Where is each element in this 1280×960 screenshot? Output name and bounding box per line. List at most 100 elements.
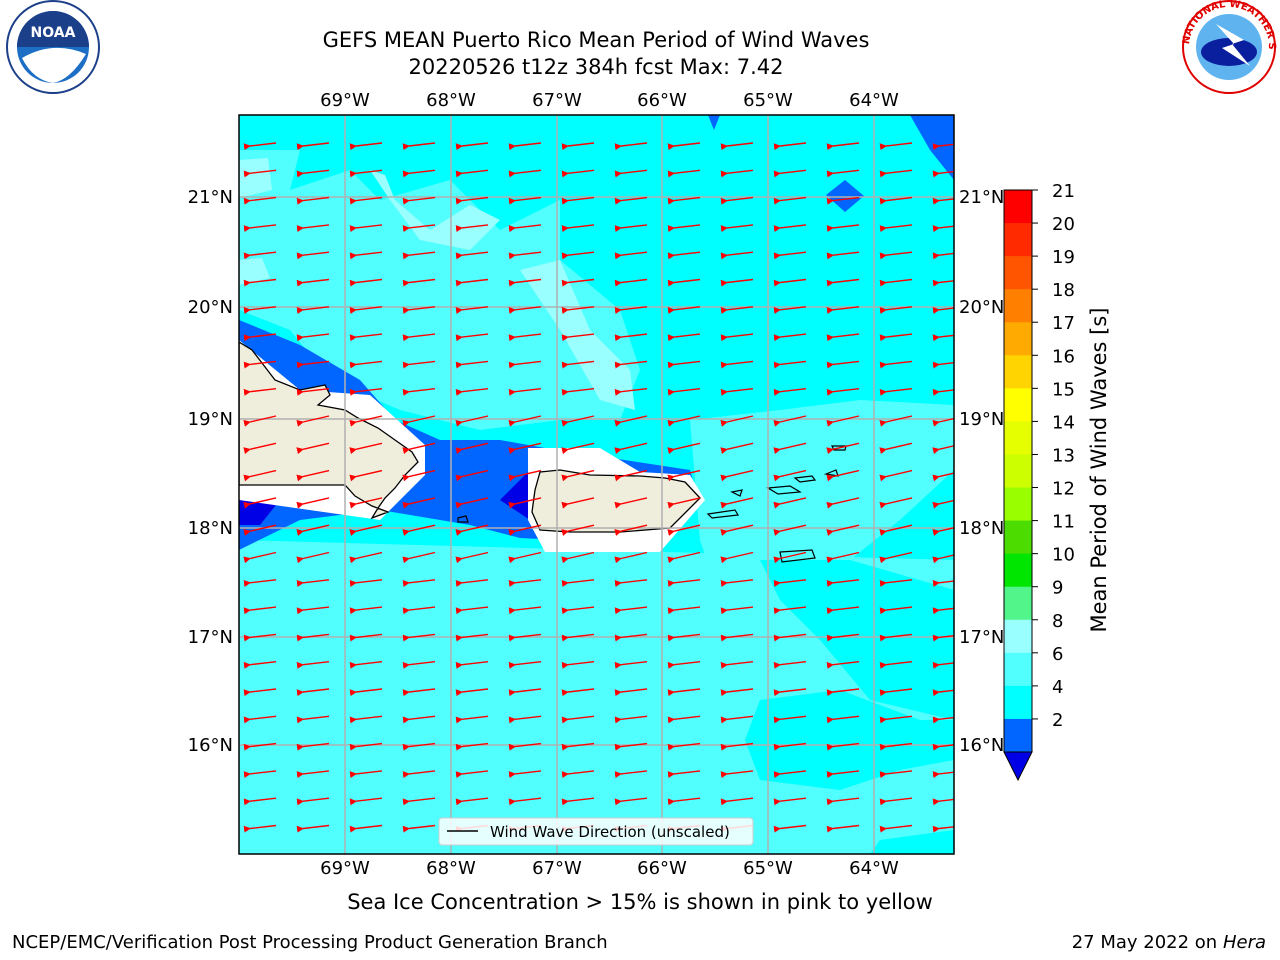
wind-arrow (296, 742, 330, 751)
wind-arrow (349, 388, 383, 396)
wind-arrow (667, 360, 701, 369)
colorbar-tick-label: 19 (1052, 247, 1075, 268)
wind-arrow (402, 497, 436, 509)
wind-arrow (879, 306, 913, 314)
wind-arrow (614, 633, 648, 642)
wind-arrow (932, 170, 954, 178)
wind-arrow (296, 251, 330, 260)
wind-arrow (349, 196, 383, 205)
wind-arrow (614, 579, 648, 587)
nws-ring-text: NATIONAL WEATHER SERVICE (0, 0, 1277, 50)
wind-arrow (879, 551, 913, 564)
colorbar-segment (1004, 289, 1032, 323)
colorbar-segment (1004, 685, 1032, 720)
wind-arrow (508, 196, 542, 205)
lat-label-right: 16°N (959, 735, 1004, 756)
wind-arrow (402, 415, 436, 427)
colorbar-tick-label: 9 (1052, 578, 1063, 599)
wind-arrow (508, 360, 542, 369)
wind-arrow (879, 278, 913, 287)
wind-arrow (773, 715, 807, 724)
wind-arrow (243, 633, 277, 642)
wind-arrow (455, 661, 489, 669)
wind-arrow (561, 742, 595, 751)
colorbar-segment (1004, 355, 1032, 389)
wind-arrow (455, 306, 489, 314)
colorbar-segment (1004, 652, 1032, 687)
wind-arrow (508, 469, 542, 482)
lon-label-top: 67°W (532, 90, 582, 111)
wind-arrow (561, 251, 595, 260)
wind-arrow (296, 770, 330, 779)
legend-label: Wind Wave Direction (unscaled) (490, 823, 730, 841)
wind-arrow (402, 224, 436, 233)
wind-arrow (455, 278, 489, 287)
wind-arrow (614, 661, 648, 669)
noaa-logo: NOAA (6, 0, 100, 94)
wind-arrow (826, 442, 860, 455)
wind-arrow (932, 716, 954, 724)
colorbar-tick-label: 12 (1052, 479, 1075, 500)
wind-arrow (508, 142, 542, 151)
wind-arrow (349, 360, 383, 369)
wind-arrow (773, 251, 807, 260)
wind-arrow (243, 142, 277, 151)
wind-arrow (720, 169, 754, 178)
lat-label-left: 19°N (188, 409, 233, 430)
wind-arrow (773, 278, 807, 287)
wind-arrow (296, 661, 330, 669)
wind-arrow (879, 142, 913, 151)
wind-arrow (720, 770, 754, 779)
colorbar-segment (1004, 223, 1032, 257)
wind-arrow (614, 524, 648, 536)
wind-arrow (508, 169, 542, 178)
wind-arrow (614, 196, 648, 205)
wind-arrow (667, 551, 701, 564)
colorbar-label: Mean Period of Wind Waves [s] (1087, 308, 1111, 633)
wind-arrow (243, 388, 277, 396)
wind-arrow (243, 551, 277, 564)
wind-arrow (349, 797, 383, 806)
wind-arrow (879, 579, 913, 587)
colorbar-tick-label: 4 (1052, 677, 1063, 698)
wind-arrow (243, 688, 277, 697)
lon-label-top: 66°W (637, 90, 687, 111)
wind-arrow (826, 797, 860, 806)
wind-arrow (243, 606, 277, 615)
wind-arrow (614, 333, 648, 342)
wind-arrow (508, 524, 542, 536)
wind-arrow (614, 278, 648, 287)
wind-arrow (296, 497, 330, 509)
wind-arrow (296, 306, 330, 314)
wind-arrow (402, 770, 436, 779)
wind-arrow (667, 169, 701, 178)
wind-arrow (402, 524, 436, 536)
wind-arrow (455, 388, 489, 396)
wind-arrow (826, 715, 860, 724)
wind-arrow (561, 196, 595, 205)
wind-arrow (508, 497, 542, 509)
wind-arrow (243, 715, 277, 724)
wind-arrow (773, 661, 807, 669)
wind-arrow (508, 770, 542, 779)
wind-arrow (349, 633, 383, 642)
wind-arrow (508, 715, 542, 724)
wind-arrow (402, 633, 436, 642)
wind-arrow (720, 333, 754, 342)
wind-arrow (614, 469, 648, 482)
wind-arrow (508, 742, 542, 751)
map-frame (238, 114, 955, 855)
wind-arrow (879, 442, 913, 455)
wind-arrow (667, 579, 701, 587)
wind-arrow (879, 633, 913, 642)
wind-arrow (826, 633, 860, 642)
wind-arrow (826, 388, 860, 396)
wind-arrow (508, 333, 542, 342)
wind-arrow (614, 224, 648, 233)
lon-label-bottom: 68°W (426, 858, 476, 879)
wind-arrow (508, 278, 542, 287)
wind-arrow (349, 278, 383, 287)
wind-arrow (296, 551, 330, 564)
wind-arrow (349, 579, 383, 587)
wind-arrow (455, 333, 489, 342)
